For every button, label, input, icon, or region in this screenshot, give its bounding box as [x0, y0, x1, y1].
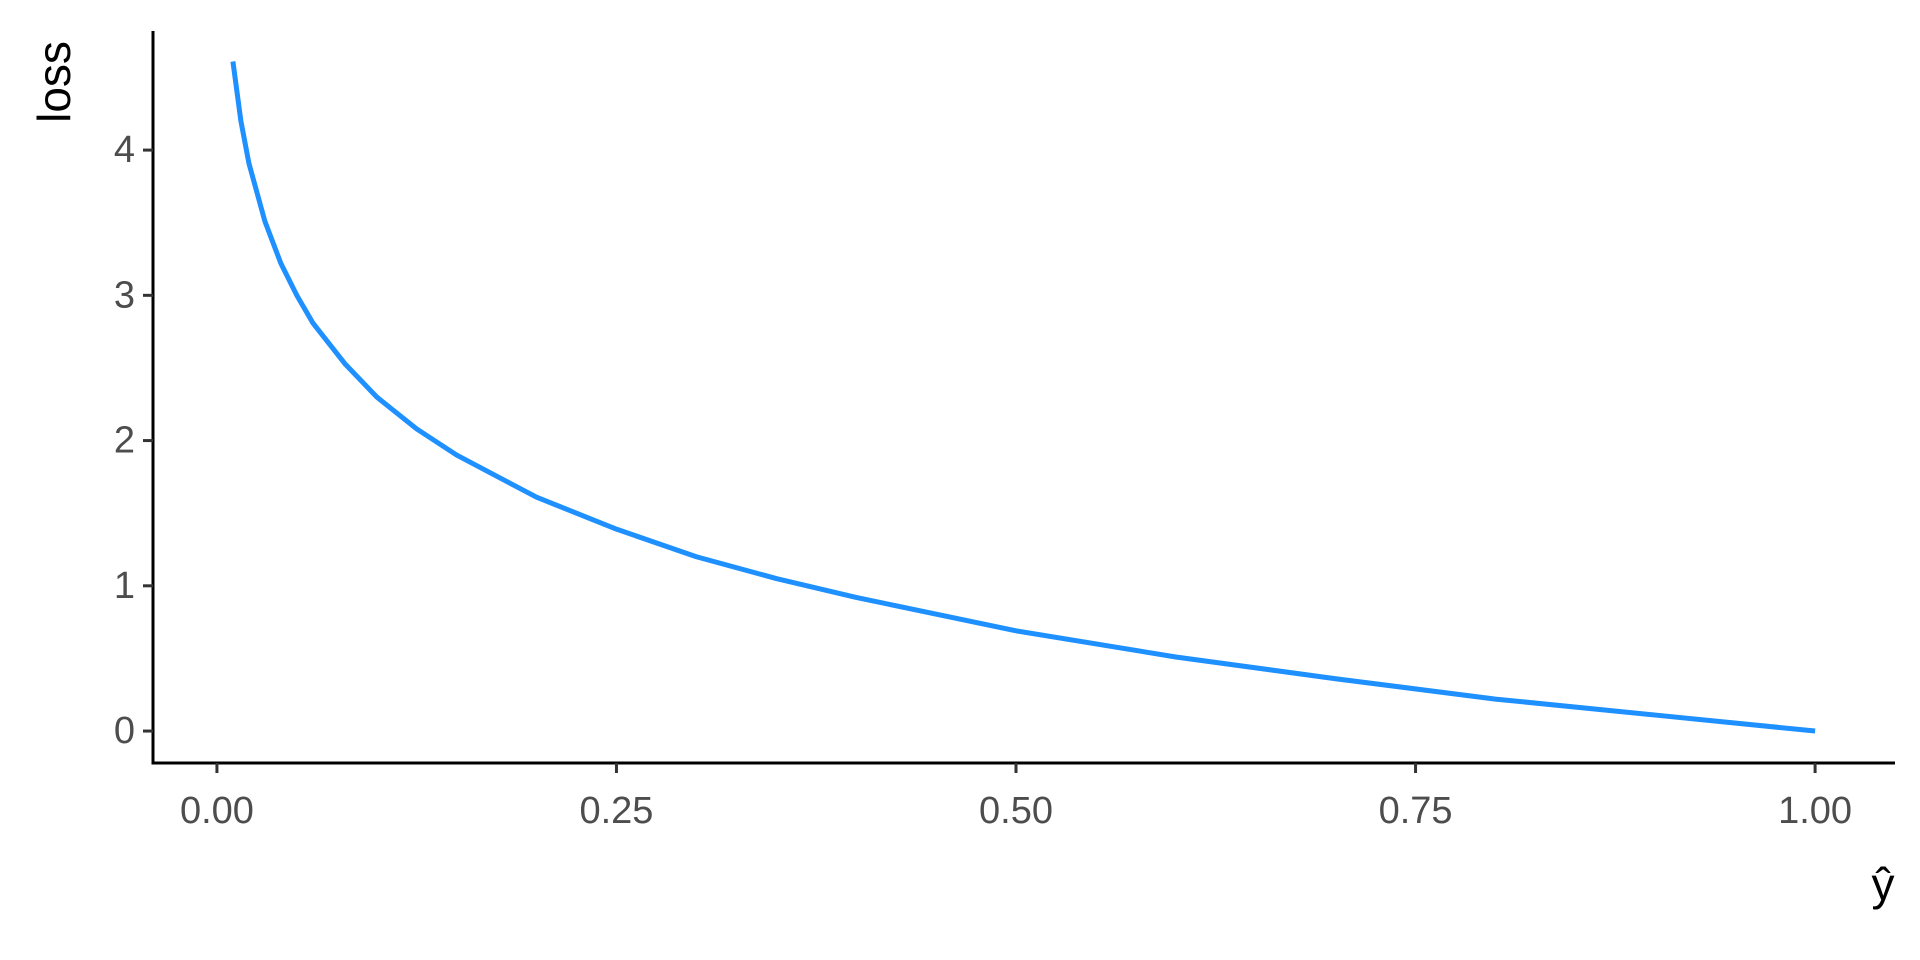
y-tick-label: 1 — [114, 565, 135, 607]
y-tick-label: 3 — [114, 274, 135, 316]
y-tick-label: 2 — [114, 420, 135, 462]
y-tick-label: 0 — [114, 710, 135, 752]
x-tick-label: 0.00 — [180, 790, 254, 832]
x-tick-label: 1.00 — [1778, 790, 1852, 832]
x-axis-title: ŷ — [1872, 858, 1895, 910]
x-tick-label: 0.25 — [579, 790, 653, 832]
y-axis-title: loss — [28, 41, 80, 123]
x-tick-label: 0.50 — [979, 790, 1053, 832]
line — [230, 61, 1816, 734]
x-tick-label: 0.75 — [1379, 790, 1453, 832]
y-tick-label: 4 — [114, 129, 135, 171]
